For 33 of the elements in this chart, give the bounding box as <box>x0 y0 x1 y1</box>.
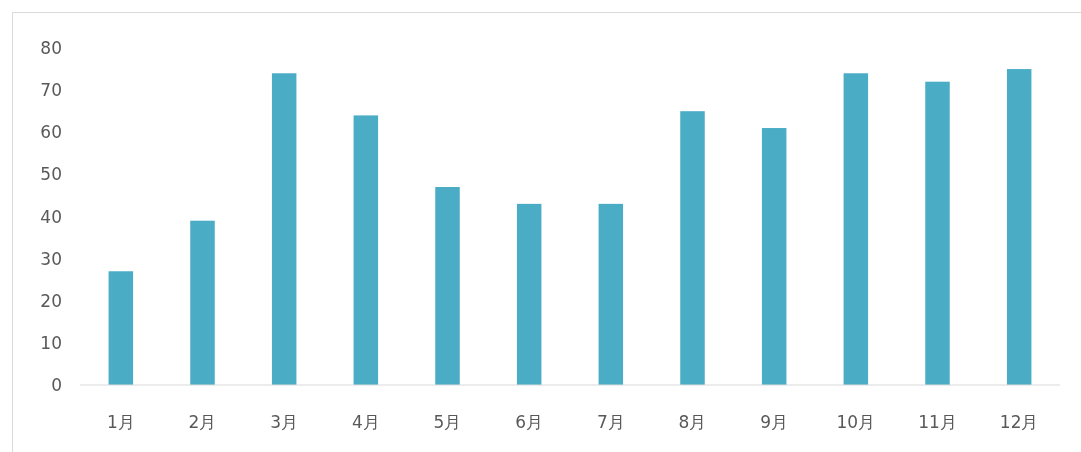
x-tick-label: 10月 <box>836 412 876 432</box>
y-tick-label: 70 <box>40 80 62 101</box>
bar <box>108 271 134 385</box>
y-tick-label: 60 <box>40 122 62 143</box>
bar <box>516 203 542 385</box>
bar <box>271 73 297 385</box>
y-tick-label: 30 <box>40 248 62 269</box>
bar <box>680 111 705 385</box>
bar <box>598 203 624 385</box>
x-tick-label: 2月 <box>188 412 217 432</box>
x-tick-label: 3月 <box>270 412 299 432</box>
bar <box>1006 69 1032 385</box>
bar <box>353 115 379 385</box>
x-tick-label: 5月 <box>433 412 462 432</box>
x-tick-label: 9月 <box>760 412 789 432</box>
y-tick-label: 20 <box>40 290 62 311</box>
bar <box>761 128 787 385</box>
bar <box>435 187 460 385</box>
x-tick-label: 4月 <box>351 412 380 432</box>
x-tick-label: 11月 <box>918 412 957 432</box>
bar <box>925 81 950 385</box>
x-tick-label: 1月 <box>106 412 135 432</box>
y-tick-label: 40 <box>40 206 62 227</box>
x-tick-label: 7月 <box>596 412 625 432</box>
x-tick-label: 6月 <box>515 412 544 432</box>
y-tick-label: 50 <box>40 164 62 185</box>
bar <box>190 220 215 385</box>
y-tick-label: 80 <box>40 38 62 58</box>
x-tick-label: 12月 <box>999 412 1039 432</box>
x-tick-label: 8月 <box>678 412 707 432</box>
y-tick-label: 0 <box>51 375 62 395</box>
y-tick-label: 10 <box>40 332 62 353</box>
bar <box>843 73 869 385</box>
